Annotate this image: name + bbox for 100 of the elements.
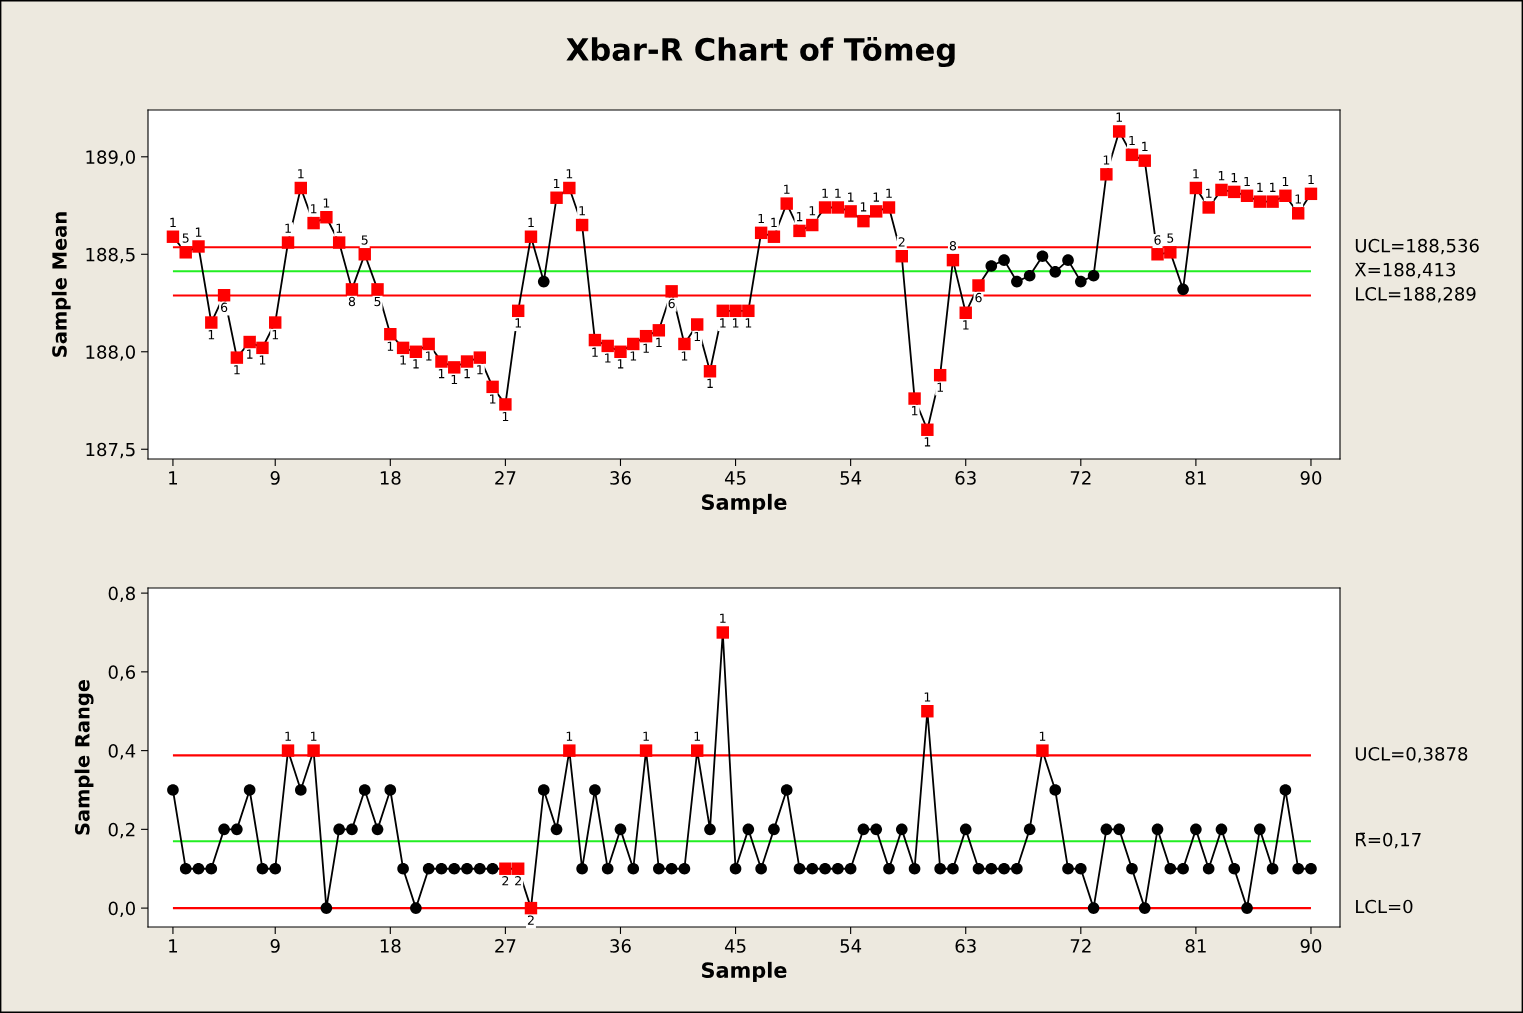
y-tick-label: 188,5	[86, 247, 135, 264]
annotation: 1	[438, 369, 445, 379]
annotation: 1	[336, 223, 342, 233]
point	[524, 901, 538, 915]
annotation: 1	[605, 353, 611, 363]
point	[1075, 275, 1087, 288]
y-tick-label: 0,0	[108, 901, 135, 918]
annotation: 1	[170, 217, 176, 227]
point	[716, 626, 729, 639]
annotation: 1	[1218, 171, 1225, 181]
annotation: 1	[464, 369, 470, 379]
annotation: 1	[1103, 155, 1110, 165]
x-tick-label: 9	[270, 939, 280, 953]
annotation: 1	[285, 223, 291, 233]
annotation: 8	[949, 241, 957, 251]
annotation: 1	[490, 394, 496, 404]
annotation: 1	[643, 731, 649, 741]
annotation: 5	[1167, 233, 1174, 243]
annotation: 1	[643, 343, 649, 353]
x-tick-label: 54	[840, 939, 862, 953]
annotation: 1	[924, 437, 931, 447]
point	[1049, 266, 1062, 278]
annotation: 1	[720, 318, 726, 328]
x-tick-label: 90	[1300, 939, 1322, 953]
annotation: 1	[310, 731, 317, 741]
point	[1036, 250, 1049, 263]
point	[921, 705, 934, 718]
ref-line-label: LCL=188,289	[1356, 287, 1476, 303]
x-axis-title: Sample	[702, 961, 787, 982]
point	[281, 744, 295, 757]
annotation: 1	[592, 347, 598, 357]
y-tick-label: 0,4	[108, 744, 136, 760]
x-tick-label: 54	[840, 471, 862, 485]
annotation: 1	[502, 411, 509, 422]
x-tick-label: 1	[169, 471, 178, 485]
annotation: 6	[1154, 235, 1161, 245]
annotation: 1	[323, 198, 330, 208]
x-tick-label: 36	[610, 939, 631, 953]
annotation: 1	[771, 217, 777, 227]
annotation: 1	[758, 213, 764, 224]
y-axis-title: Sample Range	[74, 679, 94, 835]
point	[1177, 283, 1189, 296]
annotation: 1	[848, 192, 854, 202]
annotation: 1	[1282, 176, 1289, 187]
annotation: 1	[259, 355, 266, 365]
annotation: 6	[220, 302, 228, 313]
annotation: 1	[822, 188, 828, 198]
ref-line-label: LCL=0	[1356, 899, 1413, 914]
x-tick-label: 9	[270, 471, 280, 485]
x-tick-label: 72	[1070, 471, 1091, 485]
annotation: 1	[528, 217, 534, 227]
annotation: 1	[413, 359, 419, 369]
x-tick-label: 27	[495, 471, 516, 485]
point	[1062, 254, 1074, 266]
x-tick-label: 81	[1185, 939, 1206, 953]
x-axis-title: Sample	[702, 493, 787, 514]
annotation: 1	[1308, 174, 1314, 185]
x-tick-label: 63	[955, 471, 976, 485]
x-tick-label: 18	[380, 471, 401, 485]
annotation: 1	[694, 332, 701, 342]
annotation: 1	[1116, 112, 1122, 122]
annotation: 1	[656, 337, 662, 347]
x-tick-label: 18	[380, 939, 401, 953]
chart-title: Xbar-R Chart of Tömeg	[566, 36, 955, 68]
y-axis-title: Sample Mean	[51, 212, 71, 357]
annotation: 6	[975, 292, 982, 303]
y-tick-label: 0,8	[108, 586, 135, 603]
annotation: 1	[1206, 188, 1212, 198]
annotation: 1	[247, 349, 253, 359]
annotation: 1	[451, 374, 458, 385]
annotation: 1	[860, 202, 867, 212]
annotation: 2	[898, 237, 905, 247]
annotation: 1	[963, 320, 969, 330]
point	[690, 744, 704, 757]
x-tick-label: 63	[955, 939, 976, 953]
annotation: 1	[566, 169, 573, 179]
point	[537, 275, 550, 288]
annotation: 1	[784, 184, 790, 194]
annotation: 1	[745, 318, 752, 328]
y-tick-label: 187,5	[86, 442, 135, 459]
annotation: 1	[694, 731, 701, 741]
annotation: 1	[1129, 135, 1135, 146]
annotation: 1	[1231, 173, 1238, 183]
annotation: 1	[720, 613, 726, 623]
annotation: 1	[477, 365, 483, 375]
annotation: 1	[553, 178, 560, 188]
annotation: 1	[1039, 731, 1046, 741]
annotation: 2	[515, 876, 521, 886]
annotation: 1	[208, 330, 215, 340]
annotation: 5	[182, 233, 189, 243]
x-tick-label: 36	[610, 471, 631, 485]
ref-line-label: UCL=0,3878	[1355, 746, 1468, 763]
point	[985, 260, 998, 272]
point	[563, 744, 576, 757]
annotation: 1	[1193, 169, 1199, 179]
ref-line-label: R̄=0,17	[1356, 832, 1421, 849]
annotation: 1	[579, 206, 585, 216]
ref-line-label: X̄=188,413	[1354, 262, 1456, 279]
annotation: 1	[400, 355, 406, 365]
point	[1011, 275, 1023, 288]
